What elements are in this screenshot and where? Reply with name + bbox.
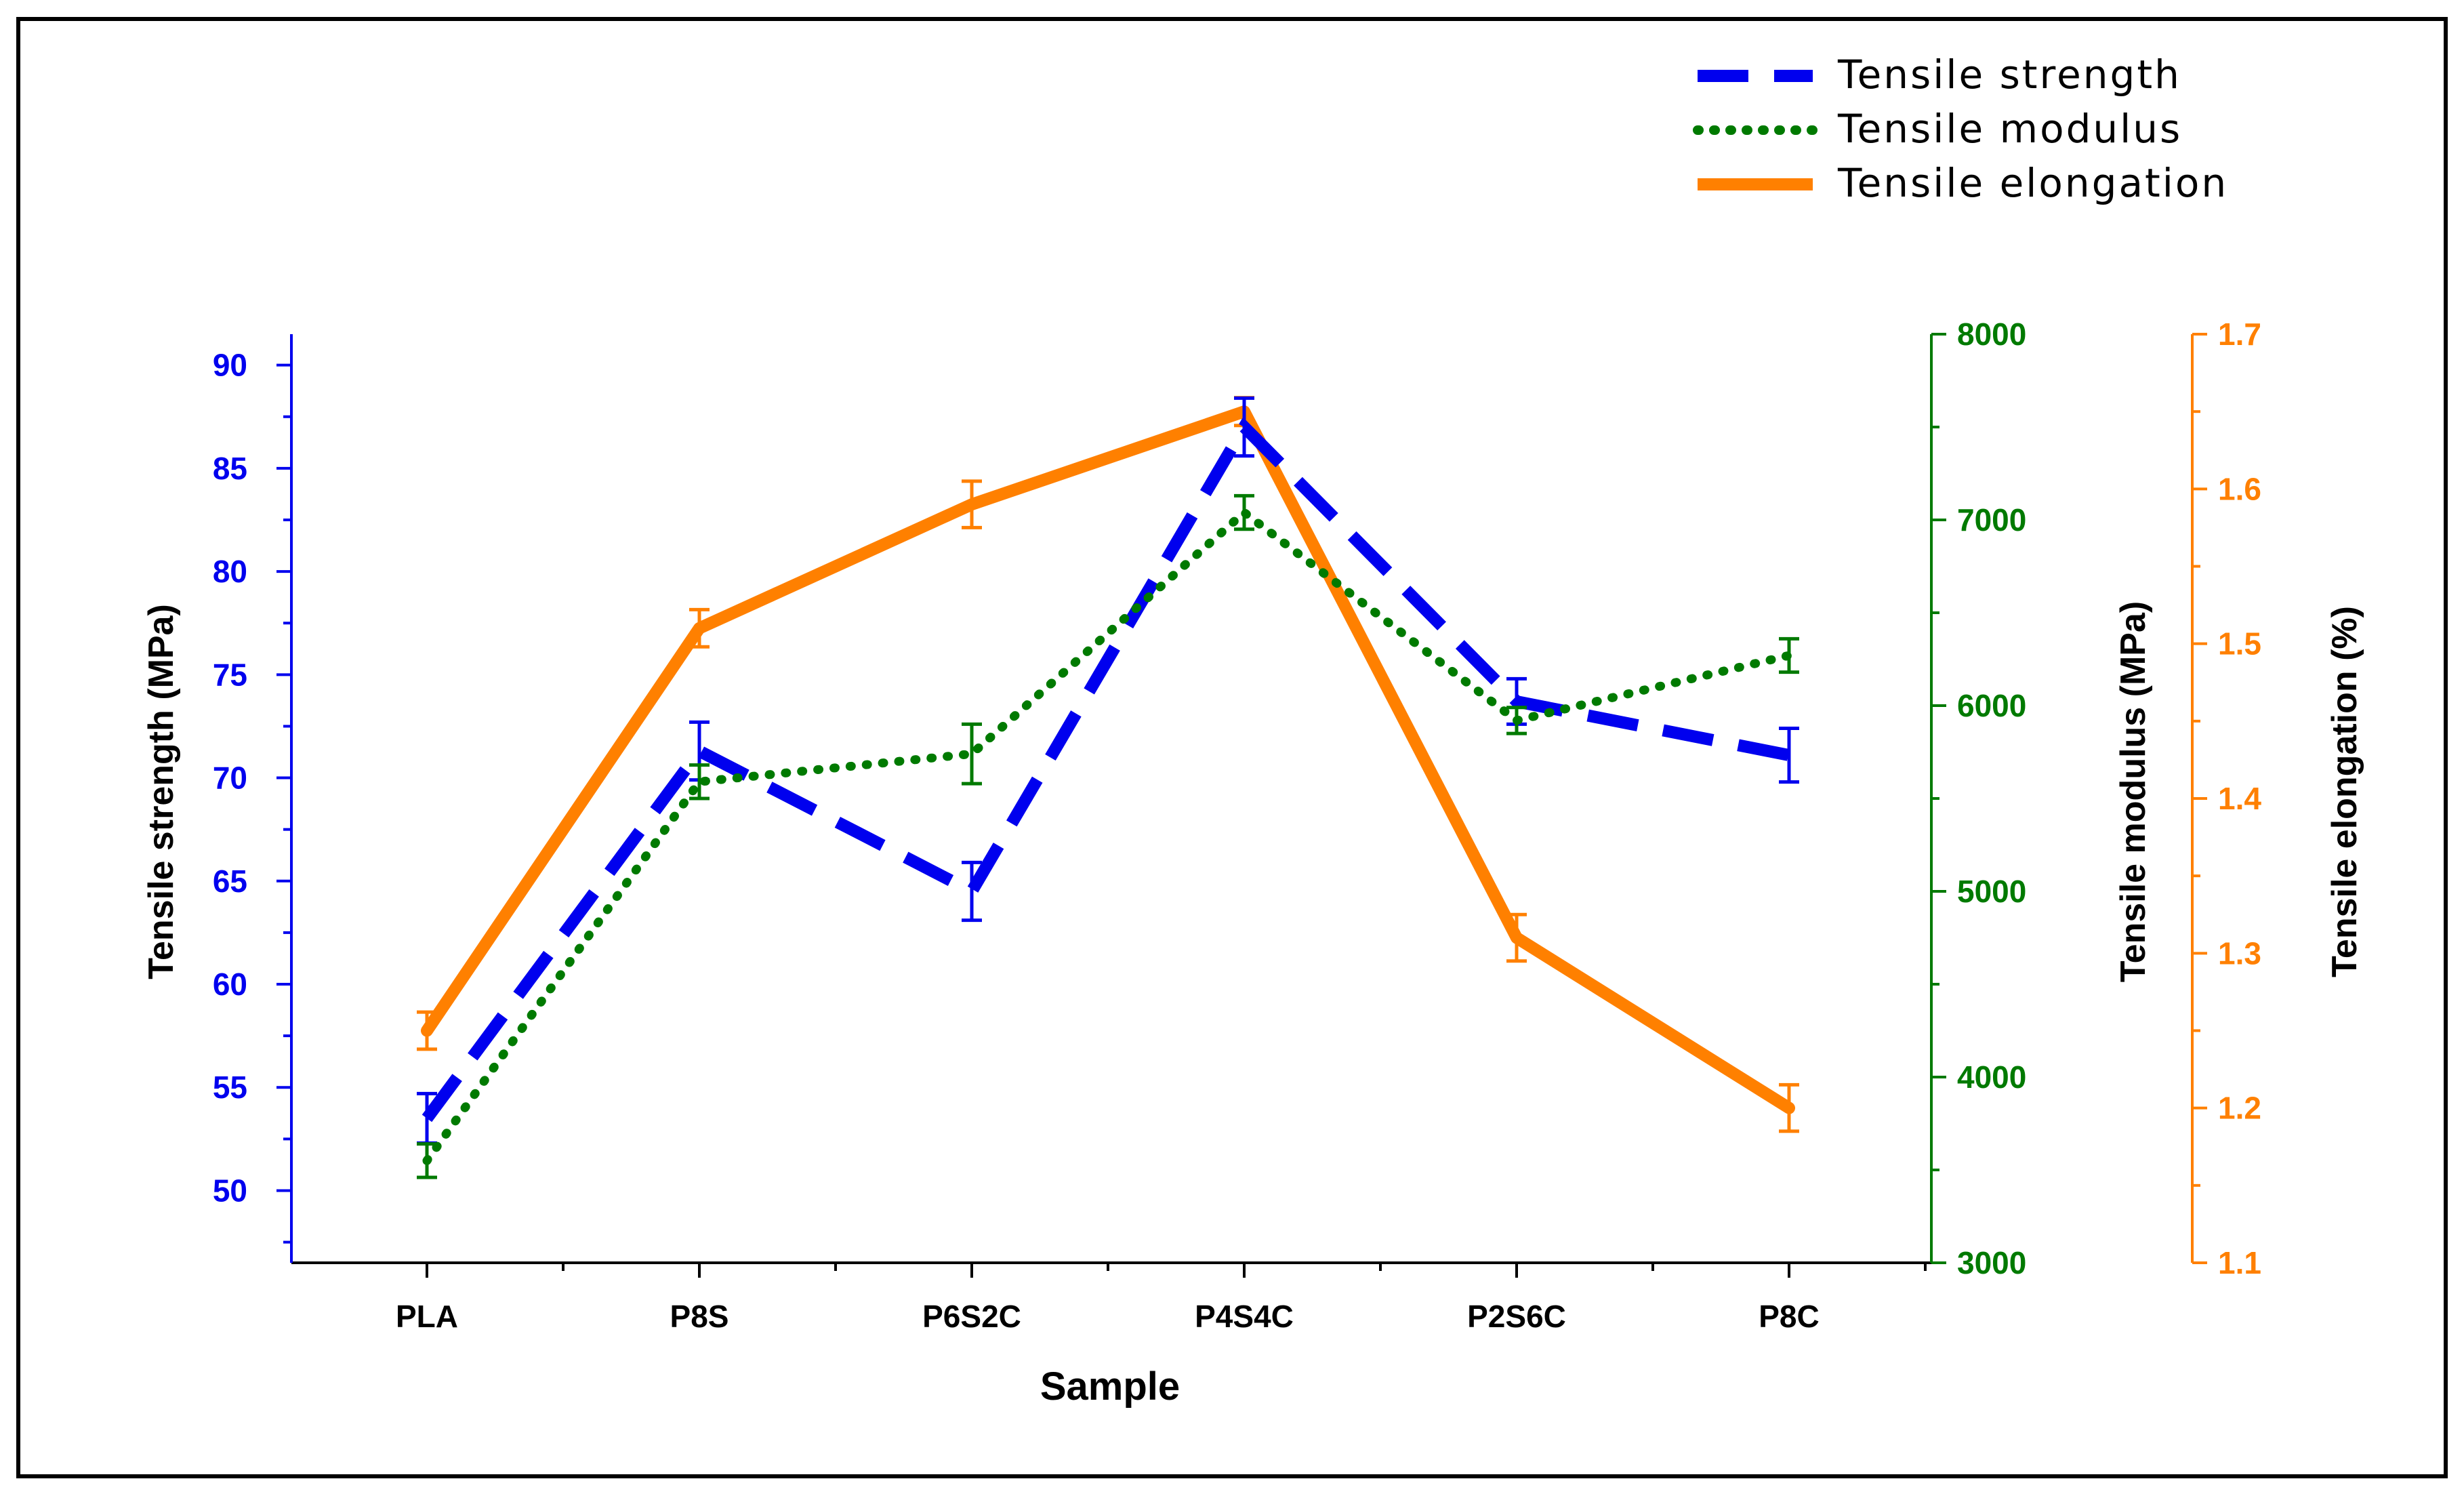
legend-label-modulus: Tensile modulus bbox=[1837, 106, 2182, 152]
left-tick-label: 65 bbox=[213, 864, 247, 899]
right2-tick-label: 1.4 bbox=[2218, 781, 2261, 816]
series-line bbox=[422, 506, 1794, 1165]
series-tensile-elongation bbox=[417, 396, 1799, 1133]
x-tick-label: P2S6C bbox=[1467, 1299, 1566, 1334]
series-line bbox=[421, 405, 1795, 1114]
x-tick-label: P8C bbox=[1759, 1299, 1819, 1334]
left-tick-label: 90 bbox=[213, 348, 247, 383]
left-tick-label: 70 bbox=[213, 761, 247, 796]
left-tick-label: 60 bbox=[213, 967, 247, 1002]
legend-label-elongation: Tensile elongation bbox=[1837, 160, 2228, 206]
series bbox=[417, 396, 1799, 1179]
legend-label-strength: Tensile strength bbox=[1837, 52, 2181, 98]
left-tick-label: 55 bbox=[213, 1070, 247, 1105]
chart-frame bbox=[16, 17, 2448, 1478]
axes: PLA P8S P6S2C P4S4C P2S6C P8C 50 55 60 65 70 75 80 85… bbox=[213, 317, 2262, 1334]
right1-tick-label: 7000 bbox=[1957, 502, 2026, 538]
right1-axis-title: Tensile modulus (MPa) bbox=[2114, 601, 2153, 982]
series-tensile-modulus bbox=[417, 493, 1799, 1179]
left-tick-label: 50 bbox=[213, 1173, 247, 1208]
right1-tick-label: 8000 bbox=[1957, 317, 2026, 352]
right1-tick-label: 3000 bbox=[1957, 1245, 2026, 1280]
right1-tick-label: 4000 bbox=[1957, 1059, 2026, 1095]
left-tick-label: 80 bbox=[213, 554, 247, 589]
right2-tick-label: 1.2 bbox=[2218, 1091, 2261, 1126]
right2-tick-label: 1.5 bbox=[2218, 626, 2261, 662]
x-tick-label: P8S bbox=[670, 1299, 729, 1334]
x-tick-label: PLA bbox=[396, 1299, 458, 1334]
legend: Tensile strength Tensile modulus Tensile… bbox=[1693, 52, 2228, 206]
right1-tick-label: 6000 bbox=[1957, 688, 2026, 723]
series-tensile-strength bbox=[417, 396, 1799, 1145]
left-axis-title: Tensile strength (MPa) bbox=[142, 604, 181, 979]
right2-tick-label: 1.6 bbox=[2218, 471, 2261, 506]
x-tick-label: P4S4C bbox=[1195, 1299, 1294, 1334]
x-axis-title: Sample bbox=[1040, 1364, 1180, 1409]
right2-axis-title: Tensile elongation (%) bbox=[2325, 606, 2364, 977]
x-tick-label: P6S2C bbox=[922, 1299, 1021, 1334]
right2-tick-label: 1.7 bbox=[2218, 317, 2261, 352]
right2-tick-label: 1.3 bbox=[2218, 935, 2261, 971]
right1-tick-label: 5000 bbox=[1957, 874, 2026, 909]
right2-tick-label: 1.1 bbox=[2218, 1245, 2261, 1280]
left-tick-label: 85 bbox=[213, 451, 247, 486]
left-tick-label: 75 bbox=[213, 657, 247, 692]
series-line bbox=[422, 417, 1790, 1122]
